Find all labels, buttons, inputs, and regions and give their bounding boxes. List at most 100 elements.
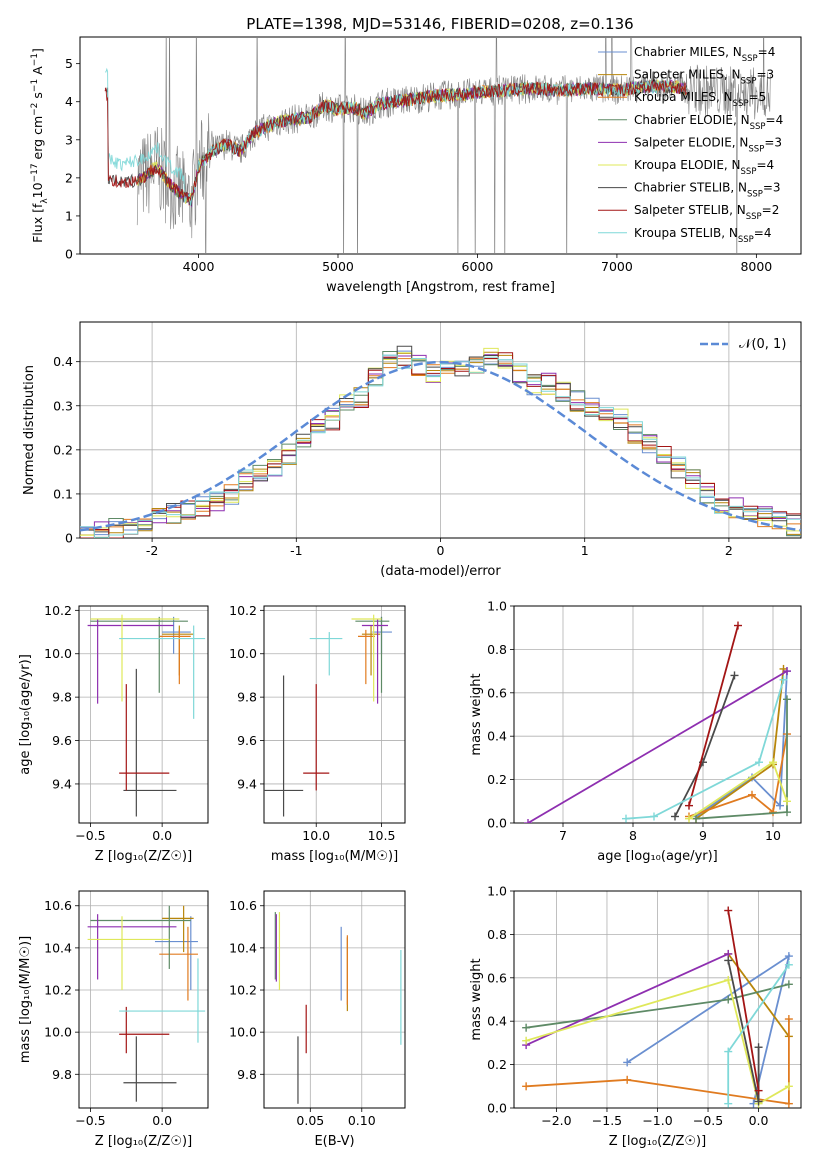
- y-tick-label: 4: [65, 94, 73, 109]
- y-axis-label-part: 10: [30, 182, 45, 198]
- spectrum-axes: 4000 5000 6000 7000 8000 0 1 2 3 4 5 wavelength [An…: [30, 36, 802, 295]
- x-tick-label: 8: [629, 828, 637, 843]
- x-axis-label: Z [log₁₀(Z/Z☉)]: [95, 1134, 192, 1149]
- y-axis-label: age [log₁₀(age/yr)]: [18, 654, 33, 775]
- y-axis-label-part: −2: [30, 103, 40, 116]
- x-tick-label: 0.10: [348, 1113, 376, 1128]
- legend-label-sub: SSP: [748, 144, 764, 154]
- mass_vs_Z-axes: −0.5 0.0 9.8 10.0 10.2 10.4 10.6 Z [log₁₀(Z/Z☉)…: [18, 890, 209, 1149]
- y-axis-label-part: Flux [f: [30, 203, 45, 243]
- y-tick-label: 0.0: [487, 1101, 507, 1116]
- x-tick-label: 9: [699, 828, 707, 843]
- y-tick-label: 10.6: [44, 898, 72, 913]
- y-axis-label-part: erg cm: [30, 116, 45, 164]
- y-tick-label: 10.4: [229, 940, 257, 955]
- y-tick-label: 10.2: [229, 983, 257, 998]
- legend-label-sub: SSP: [747, 190, 763, 200]
- legend-label-name: Chabrier ELODIE, N: [634, 113, 750, 127]
- legend-label-sub: SSP: [733, 99, 749, 109]
- weight-line: [625, 679, 785, 820]
- y-axis-label: mass weight: [469, 673, 484, 755]
- legend-label-n: =4: [756, 158, 774, 172]
- x-axis-label: wavelength [Angstrom, rest frame]: [326, 280, 555, 295]
- x-tick-label: -2: [146, 543, 158, 558]
- x-tick-label: 6000: [462, 259, 494, 274]
- legend-label: Kroupa STELIB, NSSP=4: [634, 226, 772, 245]
- legend-label-name: Salpeter ELODIE, N: [634, 135, 748, 149]
- x-tick-label: 5000: [322, 259, 354, 274]
- legend-label: Chabrier MILES, NSSP=4: [634, 45, 775, 64]
- y-tick-label: 0.2: [487, 772, 507, 787]
- y-tick-label: 0.8: [487, 927, 507, 942]
- x-tick-label: 10.5: [368, 828, 396, 843]
- gaussian-curve: [80, 360, 801, 532]
- y-tick-label: 0.4: [53, 354, 73, 369]
- age_vs_mass-points: [264, 614, 392, 817]
- weight_vs_Z-series: [522, 906, 793, 1108]
- weight-line: [525, 978, 790, 1106]
- x-axis-label: mass [log₁₀(M/M☉)]: [271, 849, 398, 864]
- y-tick-label: 1: [65, 208, 73, 223]
- x-tick-label: −0.5: [75, 828, 105, 843]
- y-tick-label: 10.0: [44, 1025, 72, 1040]
- weight-line: [526, 1019, 790, 1105]
- y-tick-label: 0.6: [487, 685, 507, 700]
- y-tick-label: 1.0: [487, 599, 507, 614]
- legend-label-n: =3: [764, 135, 782, 149]
- legend-label: Chabrier ELODIE, NSSP=4: [634, 113, 783, 132]
- weight-line: [688, 733, 788, 818]
- x-tick-label: 7: [559, 828, 567, 843]
- y-tick-label: 0: [65, 247, 73, 262]
- x-tick-label: 0.0: [152, 828, 172, 843]
- y-axis-label-part: A: [30, 66, 45, 79]
- x-tick-label: 0.0: [152, 1113, 172, 1128]
- y-tick-label: 0.3: [53, 398, 73, 413]
- legend-label-n: =4: [754, 226, 772, 240]
- x-tick-label: 10: [765, 828, 781, 843]
- y-axis-label-part: −17: [30, 163, 40, 182]
- y-tick-label: 1.0: [487, 884, 507, 899]
- spectrum-data: [104, 37, 771, 254]
- y-tick-label: 0.4: [487, 729, 507, 744]
- age_vs_Z-axes: −0.5 0.0 9.4 9.6 9.8 10.0 10.2 Z [log₁₀(Z/Z☉)] a…: [18, 603, 209, 864]
- weight-line: [727, 910, 760, 1091]
- y-tick-label: 3: [65, 132, 73, 147]
- weight-line: [688, 625, 739, 806]
- axes-frame: [263, 890, 406, 1109]
- weight-line: [695, 671, 788, 818]
- y-tick-label: 9.4: [237, 776, 257, 791]
- y-tick-label: 10.2: [44, 983, 72, 998]
- y-tick-label: 10.2: [229, 603, 257, 618]
- age_vs_Z-points: [87, 614, 206, 817]
- y-tick-label: 0.1: [53, 486, 73, 501]
- x-axis-label: E(B-V): [314, 1134, 354, 1149]
- y-tick-label: 10.6: [229, 898, 257, 913]
- histogram-step: [80, 354, 801, 538]
- y-tick-label: 9.6: [52, 733, 72, 748]
- y-tick-label: 10.0: [229, 646, 257, 661]
- legend-label: Salpeter MILES, NSSP=3: [634, 68, 774, 87]
- y-axis-label: Flux [fλ10−17 erg cm−2 s−1 A−1]: [30, 48, 50, 243]
- gaussian-legend-label: 𝒩(0, 1): [739, 337, 786, 352]
- weight-line: [527, 670, 788, 823]
- y-tick-label: 9.6: [237, 733, 257, 748]
- legend-label-name: Kroupa ELODIE, N: [634, 158, 741, 172]
- y-axis-label-part: ]: [30, 48, 45, 53]
- legend-label: Kroupa MILES, NSSP=5: [634, 90, 766, 109]
- legend-label-name: Salpeter STELIB, N: [634, 203, 746, 217]
- legend-label: Salpeter STELIB, NSSP=2: [634, 203, 779, 222]
- x-tick-label: 0: [437, 543, 445, 558]
- x-tick-label: 0.05: [296, 1113, 324, 1128]
- y-tick-label: 10.0: [229, 1025, 257, 1040]
- legend-label-sub: SSP: [738, 235, 754, 245]
- histograms: [80, 345, 801, 538]
- mass_vs_Z-points: [87, 905, 206, 1102]
- spectrum-legend: Chabrier MILES, NSSP=4 Salpeter MILES, NS…: [598, 45, 783, 245]
- y-tick-label: 9.8: [237, 1067, 257, 1082]
- y-axis-label-part: −1: [30, 53, 40, 66]
- y-tick-label: 0.8: [487, 642, 507, 657]
- x-tick-label: 1: [581, 543, 589, 558]
- legend-label-sub: SSP: [741, 77, 757, 87]
- y-tick-label: 10.4: [44, 940, 72, 955]
